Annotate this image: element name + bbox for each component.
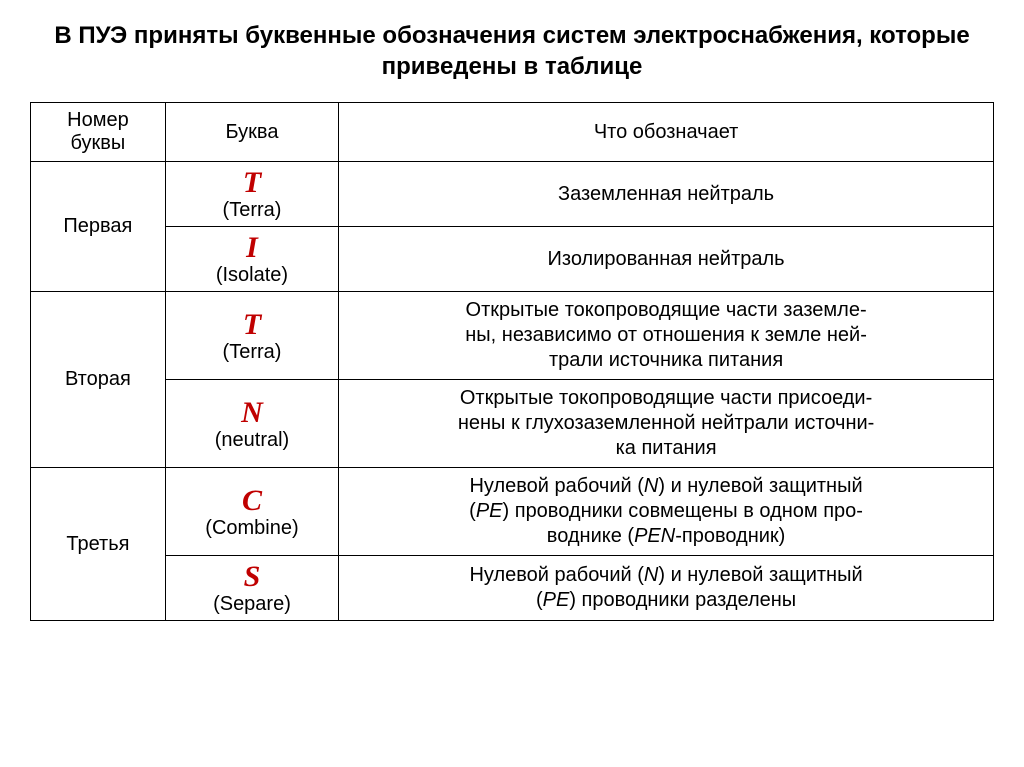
table-header-row: Номер буквы Буква Что обозначает <box>31 103 994 162</box>
description-cell: Открытые токопроводящие части присоеди-н… <box>339 380 994 468</box>
letter-cell: S (Separe) <box>165 556 338 621</box>
letter-cell: C (Combine) <box>165 468 338 556</box>
letter-origin: (Terra) <box>176 341 328 364</box>
table-row: Вторая T (Terra) Открытые токопроводящие… <box>31 292 994 380</box>
letter-origin: (Isolate) <box>176 264 328 287</box>
letter-cell: N (neutral) <box>165 380 338 468</box>
description-cell: Заземленная нейтраль <box>339 162 994 227</box>
group-label: Вторая <box>31 292 166 468</box>
header-col1: Номер буквы <box>31 103 166 162</box>
table-row: Первая T (Terra) Заземленная нейтраль <box>31 162 994 227</box>
letter-symbol: I <box>176 231 328 264</box>
table-row: S (Separe) Нулевой рабочий (N) и нулевой… <box>31 556 994 621</box>
letter-origin: (Terra) <box>176 199 328 222</box>
letter-symbol: T <box>176 166 328 199</box>
letter-symbol: N <box>176 396 328 429</box>
letter-origin: (Separe) <box>176 593 328 616</box>
description-cell: Нулевой рабочий (N) и нулевой защитный(P… <box>339 556 994 621</box>
group-label: Третья <box>31 468 166 621</box>
group-label: Первая <box>31 162 166 292</box>
letter-cell: T (Terra) <box>165 292 338 380</box>
table-row: Третья C (Combine) Нулевой рабочий (N) и… <box>31 468 994 556</box>
letter-symbol: T <box>176 308 328 341</box>
description-cell: Изолированная нейтраль <box>339 227 994 292</box>
description-cell: Нулевой рабочий (N) и нулевой защитный(P… <box>339 468 994 556</box>
description-cell: Открытые токопроводящие части заземле-ны… <box>339 292 994 380</box>
letter-symbol: C <box>176 484 328 517</box>
page-title: В ПУЭ приняты буквенные обозначения сист… <box>30 20 994 82</box>
header-col2: Буква <box>165 103 338 162</box>
table-row: I (Isolate) Изолированная нейтраль <box>31 227 994 292</box>
letter-origin: (Combine) <box>176 517 328 540</box>
letter-cell: I (Isolate) <box>165 227 338 292</box>
designation-table: Номер буквы Буква Что обозначает Первая … <box>30 102 994 621</box>
letter-symbol: S <box>176 560 328 593</box>
letter-cell: T (Terra) <box>165 162 338 227</box>
table-row: N (neutral) Открытые токопроводящие част… <box>31 380 994 468</box>
letter-origin: (neutral) <box>176 429 328 452</box>
header-col3: Что обозначает <box>339 103 994 162</box>
